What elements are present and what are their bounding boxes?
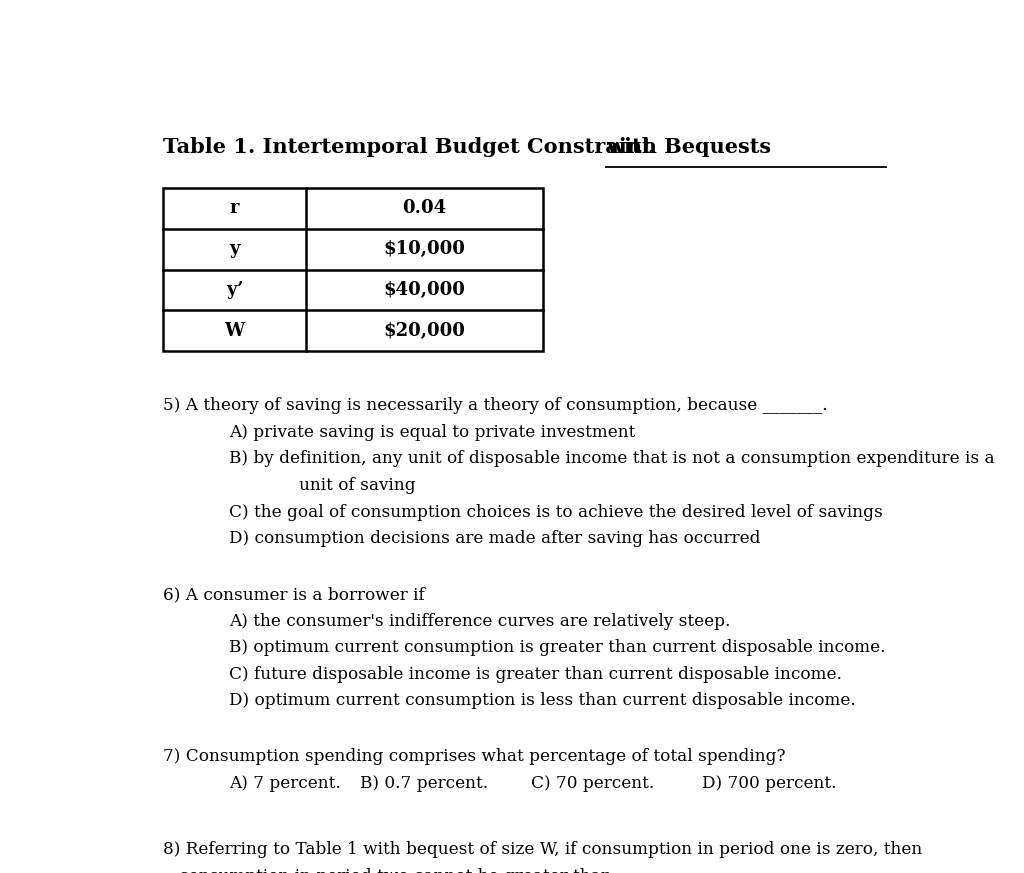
Text: unit of saving: unit of saving <box>256 477 416 494</box>
Text: Table 1. Intertemporal Budget Constraint: Table 1. Intertemporal Budget Constraint <box>163 137 658 157</box>
Text: $10,000: $10,000 <box>384 240 465 258</box>
Text: 8) Referring to Table 1 with bequest of size W, if consumption in period one is : 8) Referring to Table 1 with bequest of … <box>163 842 923 858</box>
Text: y: y <box>229 240 240 258</box>
Text: D) consumption decisions are made after saving has occurred: D) consumption decisions are made after … <box>228 530 760 547</box>
Text: B) optimum current consumption is greater than current disposable income.: B) optimum current consumption is greate… <box>228 639 886 656</box>
Text: A) 7 percent.: A) 7 percent. <box>228 774 341 792</box>
Text: 7) Consumption spending comprises what percentage of total spending?: 7) Consumption spending comprises what p… <box>163 748 785 765</box>
Text: C) 70 percent.: C) 70 percent. <box>531 774 654 792</box>
Bar <box>163 188 543 351</box>
Text: 5) A theory of saving is necessarily a theory of consumption, because _______.: 5) A theory of saving is necessarily a t… <box>163 397 827 415</box>
Text: with Bequests: with Bequests <box>606 137 771 157</box>
Text: r: r <box>229 199 240 217</box>
Text: 6) A consumer is a borrower if: 6) A consumer is a borrower if <box>163 586 425 603</box>
Text: A) private saving is equal to private investment: A) private saving is equal to private in… <box>228 424 635 441</box>
Text: 0.04: 0.04 <box>402 199 446 217</box>
Text: A) the consumer's indifference curves are relatively steep.: A) the consumer's indifference curves ar… <box>228 613 730 629</box>
Text: y’: y’ <box>226 281 244 299</box>
Text: $40,000: $40,000 <box>384 281 465 299</box>
Text: B) by definition, any unit of disposable income that is not a consumption expend: B) by definition, any unit of disposable… <box>228 450 994 467</box>
Text: C) future disposable income is greater than current disposable income.: C) future disposable income is greater t… <box>228 666 842 683</box>
Text: consumption in period two cannot be greater than _______.: consumption in period two cannot be grea… <box>163 868 682 873</box>
Text: $20,000: $20,000 <box>384 322 465 340</box>
Text: B) 0.7 percent.: B) 0.7 percent. <box>360 774 488 792</box>
Text: C) the goal of consumption choices is to achieve the desired level of savings: C) the goal of consumption choices is to… <box>228 504 883 520</box>
Text: D) optimum current consumption is less than current disposable income.: D) optimum current consumption is less t… <box>228 692 856 709</box>
Text: W: W <box>224 322 245 340</box>
Text: D) 700 percent.: D) 700 percent. <box>701 774 837 792</box>
